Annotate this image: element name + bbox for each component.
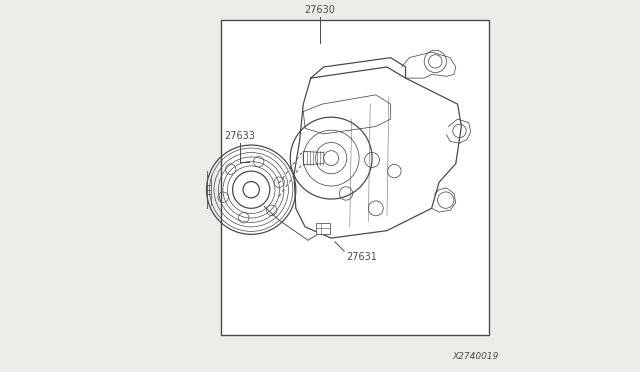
- Text: 27633: 27633: [225, 131, 255, 141]
- Bar: [221, 20, 489, 335]
- Bar: [316, 223, 330, 234]
- Text: X2740019: X2740019: [452, 352, 499, 361]
- Text: 27630: 27630: [305, 5, 335, 15]
- Text: 27631: 27631: [346, 252, 377, 262]
